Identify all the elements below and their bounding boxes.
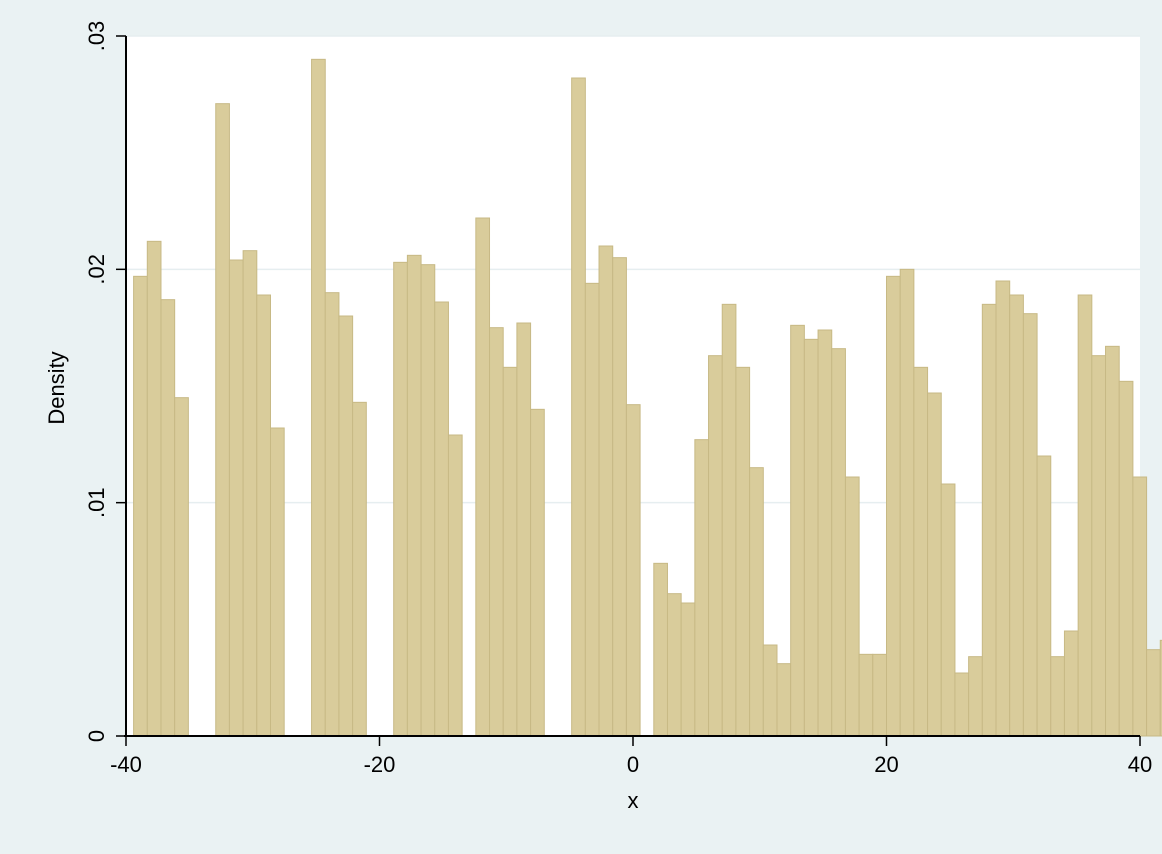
x-axis-label: x: [628, 788, 639, 813]
histogram-bar: [886, 275, 901, 737]
histogram-bar: [680, 602, 696, 737]
histogram-bar: [899, 268, 915, 737]
histogram-bar: [447, 434, 463, 737]
histogram-bar: [571, 77, 586, 737]
histogram-bar: [666, 593, 682, 737]
y-tick-label: 0: [84, 730, 109, 742]
histogram-bar: [1146, 649, 1161, 737]
histogram-bar: [1077, 294, 1093, 737]
histogram-bar: [160, 299, 176, 737]
histogram-bar: [256, 294, 271, 737]
histogram-bar: [352, 401, 367, 737]
histogram-bar: [1022, 313, 1038, 737]
histogram-bar: [872, 653, 887, 737]
histogram-bar: [762, 644, 778, 737]
histogram-bar: [393, 261, 408, 737]
histogram-bar: [844, 476, 860, 737]
y-tick-label: .02: [84, 254, 109, 285]
histogram-bar: [954, 672, 970, 737]
histogram-bar: [406, 254, 422, 737]
histogram-bar: [1132, 476, 1148, 737]
histogram-bar: [228, 259, 244, 737]
histogram-bar: [749, 467, 764, 737]
histogram-bar: [776, 663, 792, 737]
histogram-bar: [708, 355, 723, 737]
histogram-bar: [1091, 355, 1107, 737]
histogram-bar: [790, 324, 805, 737]
histogram-bar: [625, 404, 641, 737]
histogram-bar: [1036, 455, 1052, 737]
histogram-bar: [1063, 630, 1079, 737]
histogram-bar: [584, 282, 600, 737]
histogram-bar: [831, 348, 846, 737]
histogram-bar: [215, 103, 230, 737]
histogram-bar: [1105, 345, 1120, 737]
y-tick-label: .03: [84, 21, 109, 52]
histogram-bar: [612, 257, 627, 737]
x-tick-label: 20: [874, 752, 898, 777]
histogram-bar: [324, 292, 340, 737]
histogram-bar: [502, 366, 518, 737]
histogram-bar: [927, 392, 942, 737]
histogram-bar: [598, 245, 614, 737]
histogram-bar: [913, 366, 929, 737]
histogram-bar: [516, 322, 532, 737]
x-tick-label: 40: [1128, 752, 1152, 777]
axes: -40 -20 0 20 40 0 .01 .02 .03: [84, 21, 1152, 777]
histogram-bar: [242, 250, 258, 737]
x-tick-label: -20: [364, 752, 396, 777]
histogram-bar: [1118, 380, 1134, 737]
histogram-bar: [995, 280, 1011, 737]
histogram-bar: [721, 303, 737, 737]
histogram-bar: [803, 338, 819, 737]
histogram-bar: [338, 315, 354, 737]
histogram-bar: [434, 301, 449, 737]
histogram-bar: [1009, 294, 1024, 737]
histogram-bar: [475, 217, 491, 737]
histogram-bar: [311, 58, 326, 737]
histogram-bar: [269, 427, 285, 737]
x-tick-label: 0: [627, 752, 639, 777]
histogram-bar: [133, 275, 148, 737]
histogram-bar: [1159, 639, 1162, 737]
histogram-bar: [940, 483, 956, 737]
y-tick-label: .01: [84, 487, 109, 518]
histogram-bar: [858, 653, 874, 737]
histogram-bar: [530, 408, 545, 737]
histogram-bar: [1050, 656, 1065, 737]
histogram-bar: [653, 562, 668, 737]
histogram-bar: [817, 329, 833, 737]
y-axis-label: Density: [44, 351, 69, 424]
histogram-bar: [146, 240, 162, 737]
histogram-bar: [489, 327, 504, 737]
histogram-bar: [981, 303, 997, 737]
histogram-bar: [694, 439, 710, 737]
histogram-bar: [968, 656, 983, 737]
histogram-bar: [420, 264, 436, 737]
histogram-bar: [174, 397, 189, 737]
histogram-bar: [735, 366, 751, 737]
x-tick-label: -40: [110, 752, 142, 777]
